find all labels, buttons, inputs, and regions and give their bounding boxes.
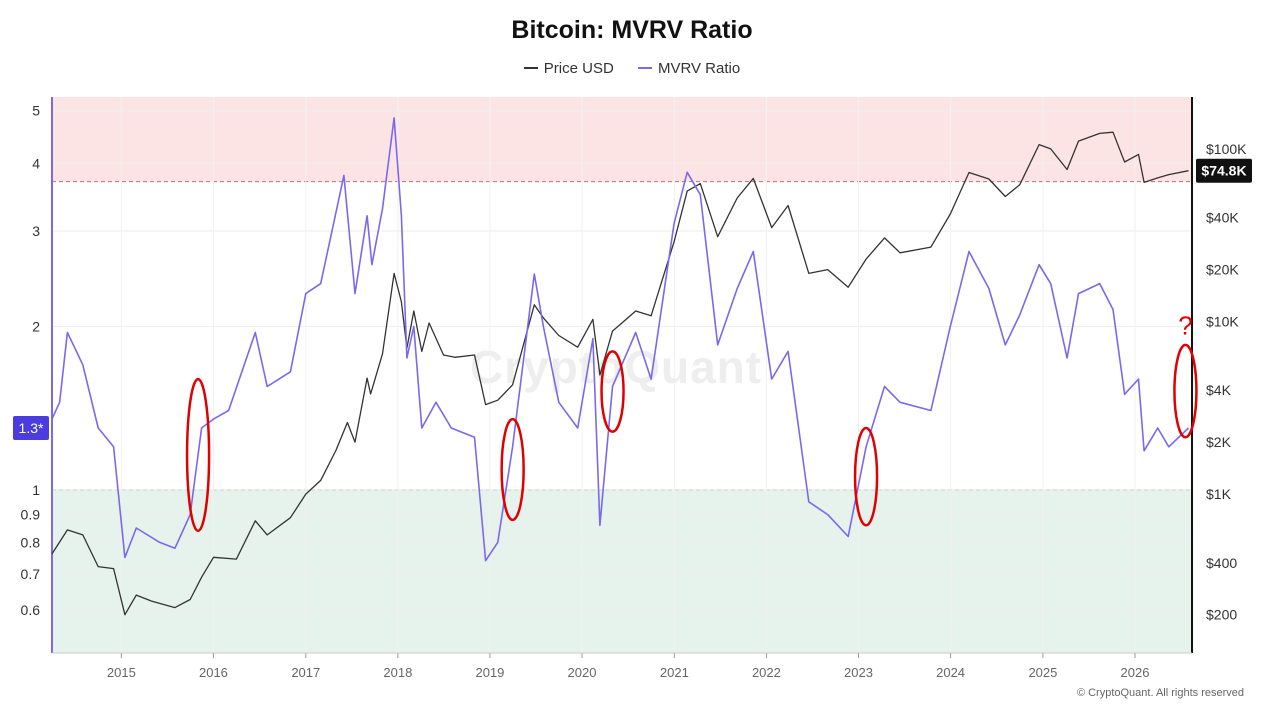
annotation-question-mark: ? — [1178, 311, 1192, 341]
band-overvalued — [52, 97, 1192, 182]
left-value-badge-label: 1.3* — [19, 420, 44, 436]
x-tick-label: 2026 — [1121, 665, 1150, 680]
x-tick-label: 2020 — [568, 665, 597, 680]
legend-label-price: Price USD — [543, 60, 614, 77]
x-tick-label: 2016 — [199, 665, 228, 680]
y-left-tick-label: 1 — [32, 482, 40, 498]
left-value-badge — [13, 415, 49, 440]
x-tick-label: 2017 — [291, 665, 320, 680]
legend-item-mvrv[interactable]: MVRV Ratio — [637, 60, 741, 77]
x-tick-label: 2023 — [844, 665, 873, 680]
annotation-ellipse — [600, 350, 625, 433]
legend-swatch-mvrv — [637, 67, 652, 70]
x-tick-label: 2025 — [1028, 665, 1057, 680]
x-tick-label: 2018 — [383, 665, 412, 680]
x-tick-label: 2015 — [107, 665, 136, 680]
y-left-tick-label: 3 — [32, 223, 40, 239]
right-value-badge — [1196, 158, 1252, 183]
x-tick-label: 2019 — [475, 665, 504, 680]
y-right-tick-label: $400 — [1206, 555, 1237, 571]
y-right-tick-label: $10K — [1206, 314, 1239, 330]
legend: Price USD MVRV Ratio — [0, 60, 1264, 77]
y-left-tick-label: 4 — [32, 155, 40, 171]
y-right-tick-label: $40K — [1206, 210, 1239, 226]
x-tick-label: 2024 — [936, 665, 965, 680]
y-left-tick-label: 5 — [32, 103, 40, 119]
chart-title: Bitcoin: MVRV Ratio — [511, 16, 753, 44]
legend-swatch-price — [523, 67, 538, 70]
x-tick-label: 2022 — [752, 665, 781, 680]
series-mvrv-ratio-line — [51, 117, 1190, 562]
band-undervalued — [52, 489, 1192, 653]
y-left-tick-label: 0.7 — [21, 566, 41, 582]
annotation-ellipse — [500, 417, 525, 522]
copyright: © CryptoQuant. All rights reserved — [1076, 687, 1244, 699]
y-right-tick-label: $100K — [1206, 141, 1247, 157]
y-left-tick-label: 0.8 — [21, 534, 41, 550]
y-right-tick-label: $4K — [1206, 382, 1232, 398]
right-value-badge-label: $74.8K — [1201, 163, 1246, 179]
annotation-ellipse — [185, 377, 211, 533]
legend-item-price[interactable]: Price USD — [523, 60, 614, 77]
y-left-tick-label: 2 — [32, 319, 40, 335]
y-right-tick-label: $2K — [1206, 434, 1232, 450]
y-left-tick-label: 0.6 — [21, 602, 41, 618]
legend-label-mvrv: MVRV Ratio — [657, 60, 741, 77]
y-left-tick-label: 0.9 — [21, 507, 41, 523]
annotation-ellipse — [853, 426, 879, 527]
watermark: CryptoQuant — [470, 341, 763, 393]
y-right-tick-label: $20K — [1206, 262, 1239, 278]
y-right-tick-label: $1K — [1206, 486, 1232, 502]
x-tick-label: 2021 — [660, 665, 689, 680]
annotation-ellipse — [1173, 343, 1198, 439]
series-price-usd-line — [51, 131, 1189, 616]
y-right-tick-label: $200 — [1206, 607, 1237, 623]
